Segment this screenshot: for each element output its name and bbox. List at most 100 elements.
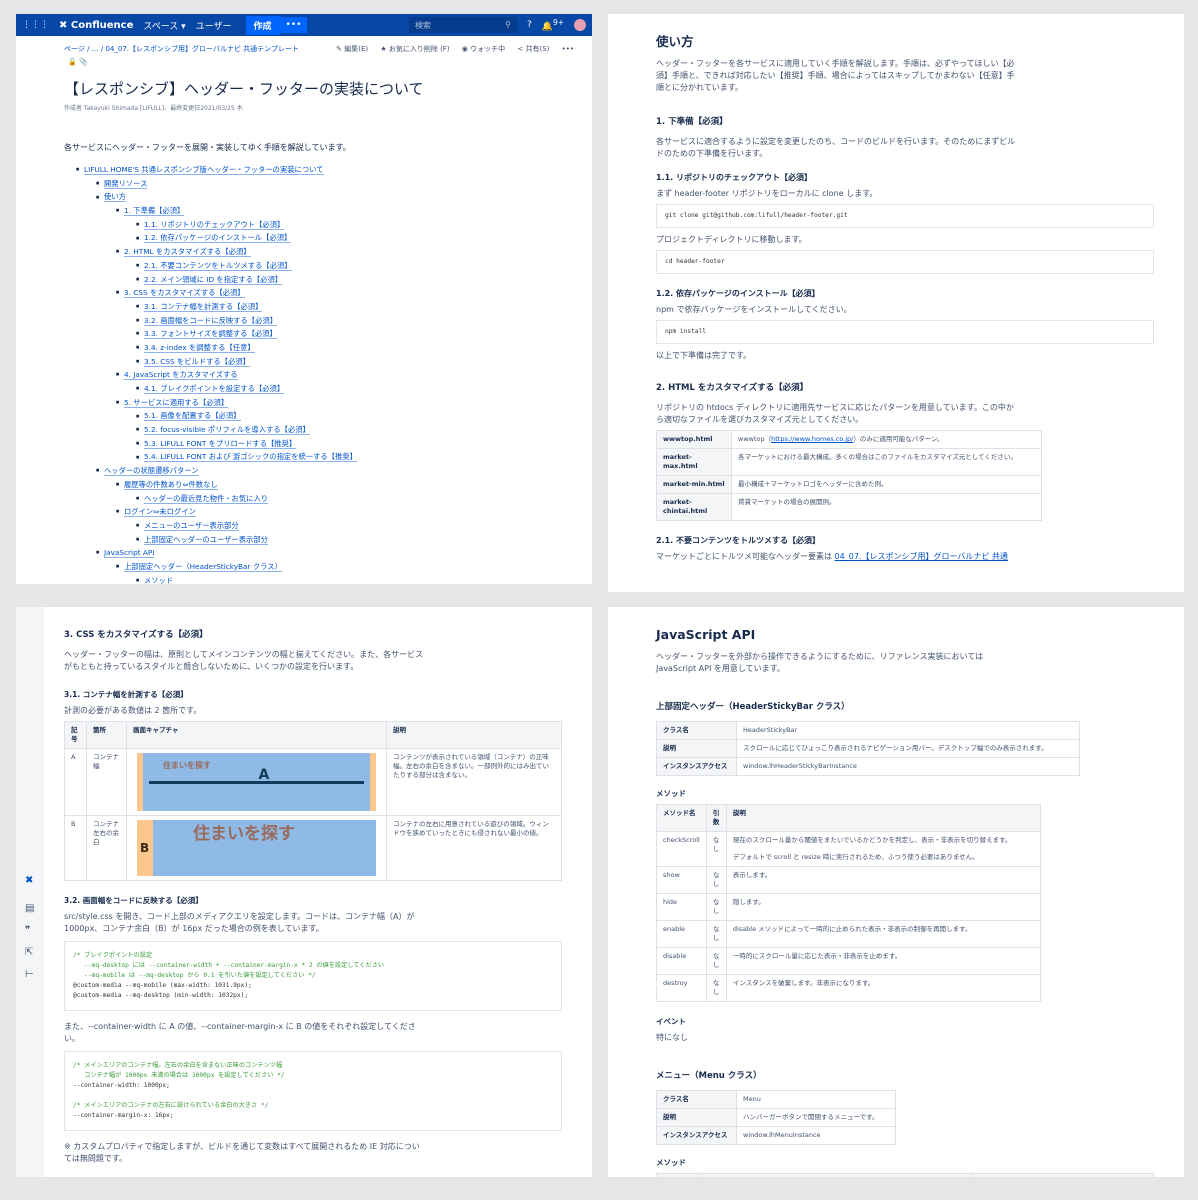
section-heading: 2. HTML をカスタマイズする【必須】 bbox=[656, 383, 809, 393]
unfavorite-button[interactable]: ★ お気に入り削除 (F) bbox=[380, 45, 450, 53]
desc-text: disable メソッドによって一時的に止められた表示・非表示の制御を再開します… bbox=[732, 925, 972, 933]
toc-link[interactable]: ログイン⇔未ログイン bbox=[124, 507, 196, 518]
more-actions-button[interactable]: ••• bbox=[561, 45, 574, 53]
toc-link[interactable]: 2.2. メイン領域に ID を指定する【必須】 bbox=[144, 274, 283, 285]
app-switcher-icon[interactable]: ⋮⋮⋮ bbox=[22, 20, 49, 30]
users-menu[interactable]: ユーザー bbox=[195, 21, 232, 32]
toc-link[interactable]: JavaScript API bbox=[104, 548, 155, 559]
table-row: インスタンスアクセス window.lhHeaderStickyBarInstan… bbox=[656, 757, 1080, 776]
toc-link[interactable]: 5.1. 画像を配置する【必須】 bbox=[144, 411, 241, 422]
toc-item: 3. CSS をカスタマイズする【必須】 bbox=[76, 286, 592, 300]
toc-link[interactable]: 2. HTML をカスタマイズする【必須】 bbox=[124, 247, 251, 258]
code-block: /* メインエリアのコンテナ幅。左右の余白を含まない正味のコンテンツ幅 コンテナ… bbox=[64, 1051, 562, 1131]
help-icon[interactable]: ? bbox=[526, 20, 532, 30]
toc-link[interactable]: 使い方 bbox=[104, 192, 126, 203]
restriction-icon[interactable]: 🔓 bbox=[68, 58, 77, 66]
toc-link[interactable]: LIFULL HOME'S 共通レスポンシブ版ヘッダー・フッターの実装について bbox=[84, 165, 324, 175]
create-button[interactable]: 作成 bbox=[245, 15, 280, 35]
toc-link[interactable]: ヘッダーの状態遷移パターン bbox=[104, 466, 199, 477]
spaces-menu[interactable]: スペース ▾ bbox=[143, 21, 186, 32]
method-desc: 現在のスクロール量から閾値をまたいでいるかどうかを判定し、表示・非表示を切り替え… bbox=[725, 831, 1042, 867]
avatar[interactable] bbox=[574, 19, 586, 31]
watch-button[interactable]: ◉ ウォッチ中 bbox=[461, 45, 506, 53]
share-button[interactable]: < 共有(S) bbox=[517, 45, 550, 53]
confluence-x-icon: ✖ bbox=[59, 19, 71, 31]
code-line: コンテナ幅が 1000px 未満の場合は 1000px を設定してください */ bbox=[73, 1072, 285, 1079]
notifications-icon[interactable]: 🔔9+ bbox=[541, 18, 564, 32]
table-row: show なし 表示します。 bbox=[656, 866, 1042, 894]
method-name: disable bbox=[656, 947, 707, 975]
api-panel: JavaScript API ヘッダー・フッターを外部から操作できるようにするた… bbox=[608, 607, 1184, 1185]
section-heading: 上部固定ヘッダー（HeaderStickyBar クラス） bbox=[656, 702, 850, 712]
toc-item: 2. HTML をカスタマイズする【必須】 bbox=[76, 245, 592, 259]
toc-item: JavaScript API bbox=[76, 546, 592, 560]
toc-link[interactable]: 4.1. ブレイクポイントを設定する【必須】 bbox=[144, 384, 285, 394]
more-create-button[interactable]: ••• bbox=[279, 17, 308, 33]
col-header: 引数 bbox=[705, 804, 727, 832]
toc-link[interactable]: 3.1. コンテナ幅を計測する【必須】 bbox=[144, 301, 263, 312]
value-cell: window.lhMenuInstance bbox=[736, 1126, 896, 1145]
toc-link[interactable]: 3.5. CSS をビルドする【必須】 bbox=[144, 356, 250, 367]
code-line bbox=[73, 1091, 553, 1101]
homes-link[interactable]: https://www.homes.co.jp/ bbox=[771, 435, 854, 443]
toc-link[interactable]: 5.4. LIFULL FONT および 游ゴシックの指定を統一する【推奨】 bbox=[144, 452, 357, 463]
code-block: npm install bbox=[656, 320, 1154, 344]
toc-item: 上部固定ヘッダーのユーザー表示部分 bbox=[76, 533, 592, 547]
app-name: Confluence bbox=[70, 19, 134, 31]
toc-item: 1. 下準備【必須】 bbox=[76, 204, 592, 218]
code-line: --mq-desktop には --container-width + --co… bbox=[73, 962, 385, 969]
toc-item: 5.3. LIFULL FONT をプリロードする【推奨】 bbox=[76, 437, 592, 451]
toc-link[interactable]: 5.2. focus-visible ポリフィルを導入する【必須】 bbox=[144, 425, 310, 436]
toc-link[interactable]: 1.1. リポジトリのチェックアウト【必須】 bbox=[144, 219, 285, 230]
toc-link[interactable]: 3.4. z-index を調整する【任意】 bbox=[144, 342, 255, 353]
section-heading: 使い方 bbox=[656, 34, 694, 49]
toc-link[interactable]: 5.3. LIFULL FONT をプリロードする【推奨】 bbox=[144, 438, 297, 449]
toc-link[interactable]: 履歴等の件数あり⇔件数なし bbox=[124, 479, 218, 490]
external-link-icon[interactable]: ⇱ bbox=[25, 947, 34, 958]
toc-item: 5.1. 画像を配置する【必須】 bbox=[76, 409, 592, 423]
cell: コンテナ幅 bbox=[86, 748, 127, 816]
cell: コンテンツが表示されている領域（コンテナ）の正味幅。左右の余白を含まない。一部例… bbox=[386, 748, 562, 816]
toc-link[interactable]: 上部固定ヘッダーのユーザー表示部分 bbox=[144, 534, 268, 545]
cell: A bbox=[64, 748, 87, 816]
section-heading: メニュー（Menu クラス） bbox=[656, 1071, 762, 1081]
toc-item: 使い方 bbox=[76, 190, 592, 204]
toc-link[interactable]: 3. CSS をカスタマイズする【必須】 bbox=[124, 288, 245, 299]
table-row: 説明 スクロールに応じてひょっこり表示されるナビゲーション用バー。デスクトップ幅で… bbox=[656, 739, 1080, 758]
toc-link[interactable]: ヘッダーの最近見た物件・お気に入り bbox=[144, 493, 269, 504]
toc-link[interactable]: 上部固定ヘッダー（HeaderStickyBar クラス） bbox=[124, 561, 282, 572]
toc-link[interactable]: メニューのユーザー表示部分 bbox=[144, 520, 239, 531]
toc-link[interactable]: 開発リソース bbox=[104, 178, 148, 189]
cell: B bbox=[64, 815, 87, 881]
toc-link[interactable]: メソッド bbox=[144, 575, 174, 586]
toc-link[interactable]: 1. 下準備【必須】 bbox=[124, 206, 185, 217]
attachment-icon[interactable]: 📎 bbox=[78, 58, 88, 66]
toc-link[interactable]: 2.1. 不要コンテンツをトルツメする【必須】 bbox=[144, 260, 292, 271]
file-desc-cell: 各マーケットにおける最大構成。多くの場合はこのファイルをカスタマイズ元としてくだ… bbox=[731, 448, 1042, 476]
toc-link[interactable]: 3.2. 画面幅をコードに反映する【必須】 bbox=[144, 315, 277, 326]
method-desc: インスタンスを破棄します。非表示になります。 bbox=[725, 974, 1042, 1002]
edit-button[interactable]: ✎ 編集(E) bbox=[336, 45, 369, 53]
code-line: @custom-media --mq-desktop (min-width: 1… bbox=[73, 992, 249, 999]
header-row: メソッド名 引数 説明 bbox=[656, 804, 1042, 832]
col-header: 画面キャプチャ bbox=[126, 721, 387, 749]
paragraph: また、--container-width に A の値、--container-… bbox=[64, 1022, 416, 1043]
toc-item: 2.2. メイン領域に ID を指定する【必須】 bbox=[76, 273, 592, 287]
toc-link[interactable]: 3.3. フォントサイズを調整する【必須】 bbox=[144, 329, 277, 340]
template-link[interactable]: 04_07.【レスポンシブ用】グローバルナビ 共通 bbox=[834, 552, 1008, 561]
paragraph: src/style.css を開き、コード上部のメディアクエリを設定します。コー… bbox=[64, 912, 415, 933]
code-block: cd header-footer bbox=[656, 250, 1154, 274]
code-line: @custom-media --mq-mobile (max-width: 10… bbox=[73, 982, 252, 989]
blog-quote-icon[interactable]: ❞ bbox=[25, 925, 31, 936]
file-name-cell: market-chintai.html bbox=[656, 493, 732, 521]
hierarchy-icon[interactable]: ⊢ bbox=[25, 969, 34, 980]
toc-link[interactable]: 1.2. 依存パッケージのインストール【必須】 bbox=[144, 233, 292, 244]
toc-link[interactable]: 4. JavaScript をカスタマイズする bbox=[124, 370, 238, 381]
toc-link[interactable]: 5. サービスに適用する【必須】 bbox=[124, 397, 229, 408]
breadcrumb[interactable]: ページ / … / 04_07.【レスポンシブ用】グローバルナビ 共通テンプレー… bbox=[64, 45, 299, 53]
confluence-logo[interactable]: ✖ Confluence bbox=[59, 20, 133, 31]
search-input[interactable]: 検索 ⚲ bbox=[408, 17, 517, 33]
confluence-icon[interactable]: ✖ bbox=[25, 875, 34, 886]
key-cell: クラス名 bbox=[656, 721, 737, 740]
pages-icon[interactable]: ▤ bbox=[25, 903, 35, 914]
